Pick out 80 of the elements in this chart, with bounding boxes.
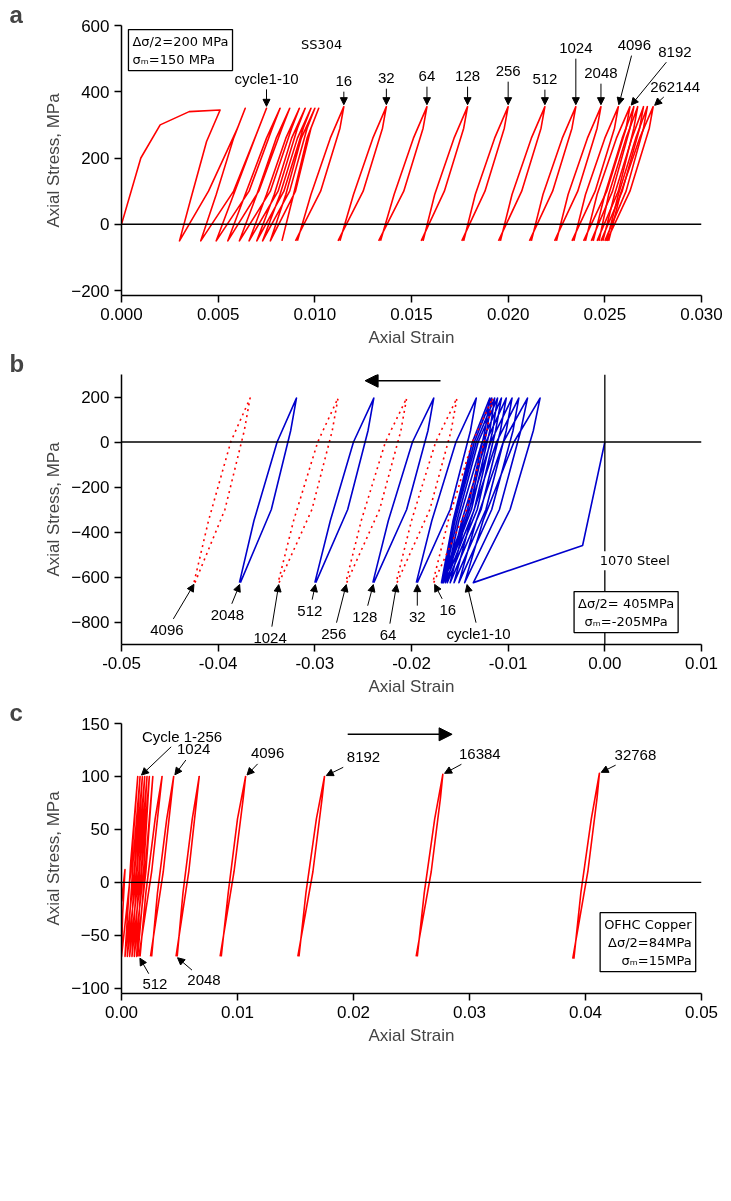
annotation: 64 (379, 625, 397, 643)
annotation: 1024 (253, 628, 287, 646)
annotation: 1070 Steel (599, 553, 670, 569)
annotation: 4096 (150, 620, 184, 638)
annotation: 512 (297, 601, 323, 619)
y-tick-label: −200 (71, 281, 110, 301)
y-tick-label: 0 (100, 873, 110, 893)
x-tick-label: 0.02 (336, 1002, 371, 1022)
x-tick-label: -0.02 (392, 653, 431, 673)
chart-title: c (9, 698, 23, 726)
x-axis-title: Axial Strain (368, 1025, 455, 1045)
y-tick-label: −50 (80, 926, 110, 946)
y-tick-label: 150 (81, 714, 110, 734)
y-tick-label: 100 (81, 767, 110, 787)
annotation: 8192 (346, 748, 381, 766)
annotation: 64 (418, 66, 436, 84)
annotation: cycle1-10 (234, 69, 299, 87)
x-tick-label: 0.000 (100, 304, 143, 324)
y-axis-title: Axial Stress, MPa (44, 92, 64, 228)
x-tick-label: -0.04 (198, 653, 238, 673)
x-tick-label: 0.00 (588, 653, 622, 673)
y-tick-label: −800 (71, 613, 110, 632)
annotation: 32 (378, 68, 395, 86)
x-tick-label: 0.05 (684, 1002, 719, 1022)
x-tick-label: 0.03 (452, 1002, 487, 1022)
annotation: Δσ/2= 405MPa σₘ=-205MPa (578, 595, 675, 629)
annotation: Cycle 1-256 (142, 727, 223, 745)
x-tick-label: 0.01 (684, 653, 719, 673)
annotation: 16384 (458, 745, 501, 763)
y-tick-label: −600 (71, 568, 110, 587)
x-tick-label: 0.020 (486, 304, 530, 324)
annotation: OFHC Copper Δσ/2=84MPa σₘ=15MPa (604, 916, 693, 968)
annotation: 16 (335, 71, 353, 89)
y-axis-title: Axial Stress, MPa (44, 441, 64, 577)
y-tick-label: −400 (71, 523, 110, 542)
x-tick-label: 0.015 (390, 304, 433, 324)
y-tick-label: 400 (81, 82, 110, 102)
y-tick-label: 0 (100, 433, 110, 452)
x-tick-label: -0.03 (295, 653, 335, 673)
x-tick-label: -0.05 (102, 653, 141, 673)
annotation: 32 (408, 607, 426, 625)
annotation: Δσ/2=200 MPa σₘ=150 MPa (132, 33, 229, 67)
annotation: 1024 (559, 38, 593, 56)
annotation: 32768 (614, 746, 657, 764)
annotation: 2048 (584, 63, 618, 81)
x-tick-label: 0.04 (568, 1002, 603, 1022)
x-tick-label: 0.010 (293, 304, 337, 324)
annotation: 8192 (658, 42, 692, 60)
y-tick-label: 200 (81, 388, 110, 407)
y-tick-label: 600 (81, 16, 110, 36)
annotation: 2048 (187, 971, 221, 989)
x-tick-label: -0.01 (488, 653, 528, 673)
chart-title: b (9, 349, 25, 377)
x-axis-title: Axial Strain (368, 327, 455, 347)
y-tick-label: 0 (100, 215, 110, 235)
annotation: 16 (439, 600, 457, 618)
y-axis-title: Axial Stress, MPa (44, 790, 64, 926)
chart-title: a (9, 0, 24, 28)
annotation: 512 (142, 975, 168, 993)
x-tick-label: 0.00 (104, 1002, 139, 1022)
annotation: 4096 (250, 744, 285, 762)
annotation: SS304 (300, 36, 343, 52)
x-tick-label: 0.030 (680, 304, 723, 324)
x-tick-label: 0.005 (196, 304, 240, 324)
y-tick-label: 50 (90, 820, 110, 840)
x-tick-label: 0.01 (220, 1002, 255, 1022)
annotation: 256 (321, 624, 347, 642)
x-tick-label: 0.025 (583, 304, 627, 324)
y-tick-label: −200 (71, 478, 110, 497)
annotation: 256 (495, 61, 521, 79)
x-axis-title: Axial Strain (368, 676, 455, 696)
annotation: 262144 (650, 77, 701, 95)
annotation: 512 (532, 69, 558, 87)
annotation: 4096 (617, 35, 652, 53)
annotation: 128 (352, 607, 378, 625)
annotation: 128 (455, 66, 481, 84)
y-tick-label: −100 (71, 979, 110, 999)
annotation: 2048 (210, 605, 245, 623)
y-tick-label: 200 (81, 149, 110, 169)
annotation: cycle1-10 (446, 625, 511, 643)
